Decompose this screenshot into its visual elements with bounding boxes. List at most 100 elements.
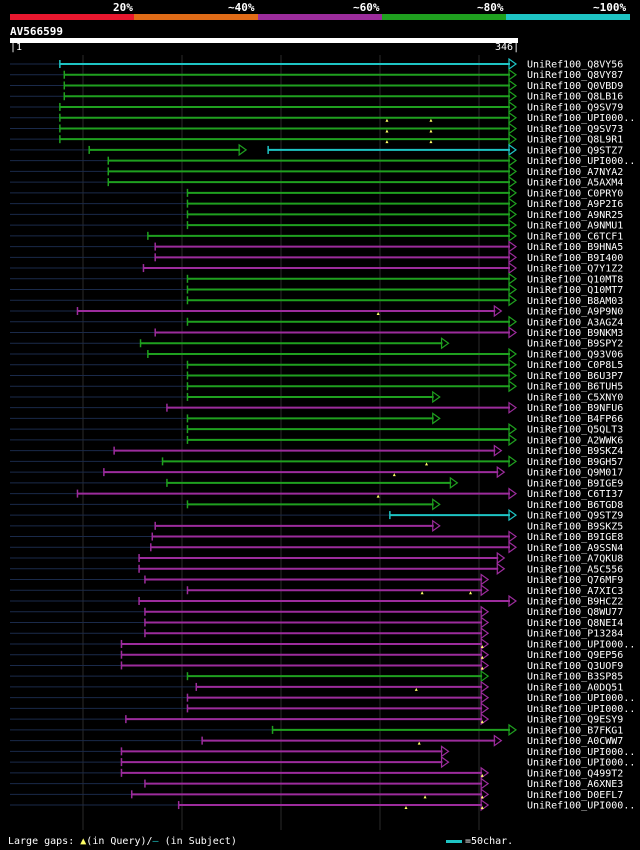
hit-label-4[interactable]: UniRef100_Q9SV79 [527,102,623,113]
query-gap-marker-55-0 [480,655,484,659]
hit-arrow-0 [508,57,518,71]
hit-label-13[interactable]: UniRef100_A9P2I6 [527,199,623,210]
hit-label-23[interactable]: UniRef100_A9P9N0 [527,307,623,318]
hit-label-12[interactable]: UniRef100_C0PRY0 [527,188,623,199]
hit-label-59[interactable]: UniRef100_UPI000.. [527,693,635,704]
hit-label-58[interactable]: UniRef100_A0DQ51 [527,682,623,693]
hit-label-40[interactable]: UniRef100_C6TI37 [527,489,623,500]
legend-swatch-60 [258,14,382,20]
hit-label-0[interactable]: UniRef100_Q8VY56 [527,60,623,71]
hit-label-27[interactable]: UniRef100_Q93V06 [527,349,623,360]
hit-label-32[interactable]: UniRef100_B9NFU6 [527,403,623,414]
hit-arrow-63 [493,734,503,747]
hit-label-24[interactable]: UniRef100_A3AGZ4 [527,317,623,328]
hit-label-47[interactable]: UniRef100_A5C556 [527,564,623,575]
query-gap-marker-6-0 [385,129,389,133]
hit-label-63[interactable]: UniRef100_A0CWW7 [527,736,623,747]
hit-label-1[interactable]: UniRef100_Q8VY87 [527,70,623,81]
hit-label-14[interactable]: UniRef100_A9NR25 [527,210,623,221]
hit-label-2[interactable]: UniRef100_Q0VBD9 [527,81,623,92]
hit-label-45[interactable]: UniRef100_A9SSN4 [527,543,623,554]
hit-arrow-22 [508,294,518,307]
hit-label-67[interactable]: UniRef100_A6XNE3 [527,779,623,790]
hit-label-37[interactable]: UniRef100_B9GH57 [527,457,623,468]
hit-arrow-59 [480,691,490,704]
scale-legend: =50char. [446,836,513,847]
hit-label-26[interactable]: UniRef100_B9SPY2 [527,339,623,350]
query-gap-marker-49-1 [469,591,473,595]
hit-arrow-40 [508,487,518,500]
hit-label-35[interactable]: UniRef100_A2WWK6 [527,435,623,446]
query-gap-marker-69-0 [404,806,408,810]
hit-label-66[interactable]: UniRef100_Q499T2 [527,768,623,779]
hit-label-41[interactable]: UniRef100_B6TGD8 [527,500,623,511]
hit-label-6[interactable]: UniRef100_Q9SV73 [527,124,623,135]
hit-arrow-51 [480,605,490,618]
hit-label-15[interactable]: UniRef100_A9NMU1 [527,221,623,232]
hit-label-57[interactable]: UniRef100_B3SP85 [527,672,623,683]
hit-label-8[interactable]: UniRef100_Q9STZ7 [527,145,623,156]
hit-label-10[interactable]: UniRef100_A7NYA2 [527,167,623,178]
hit-arrow-16 [508,229,518,243]
hit-arrow-60 [480,702,490,715]
hit-label-55[interactable]: UniRef100_Q9EP56 [527,650,623,661]
hit-label-46[interactable]: UniRef100_A7QKU8 [527,554,623,565]
hit-label-52[interactable]: UniRef100_Q8NEI4 [527,618,623,629]
hit-label-36[interactable]: UniRef100_B9SKZ4 [527,446,623,457]
hit-label-68[interactable]: UniRef100_D0EFL7 [527,790,623,801]
hit-label-29[interactable]: UniRef100_B6U3P7 [527,371,623,382]
hit-arrow-11 [508,175,518,189]
hit-label-19[interactable]: UniRef100_Q7Y1Z2 [527,264,623,275]
hit-label-65[interactable]: UniRef100_UPI000.. [527,758,635,769]
hit-arrow-8 [238,143,248,157]
hit-label-61[interactable]: UniRef100_Q9ESY9 [527,715,623,726]
hit-label-43[interactable]: UniRef100_B9SKZ5 [527,521,623,532]
hit-label-42[interactable]: UniRef100_Q9STZ9 [527,511,623,522]
hit-label-34[interactable]: UniRef100_Q5QLT3 [527,425,623,436]
hit-arrow-56 [480,659,490,672]
hit-arrow-25 [508,326,518,339]
hit-label-33[interactable]: UniRef100_B4FP66 [527,414,623,425]
hit-label-56[interactable]: UniRef100_Q3UOF9 [527,661,623,672]
hit-arrow-8-b [508,143,518,157]
hit-arrow-43 [432,519,441,532]
query-gap-marker-68-0 [423,795,427,799]
hit-label-69[interactable]: UniRef100_UPI000.. [527,801,635,812]
hit-label-31[interactable]: UniRef100_C5XNY0 [527,392,623,403]
hit-arrow-44 [508,530,518,543]
hit-label-48[interactable]: UniRef100_Q76MF9 [527,575,623,586]
hit-arrow-55 [480,648,490,661]
hit-label-11[interactable]: UniRef100_A5AXM4 [527,178,623,189]
hit-label-16[interactable]: UniRef100_C6TCF1 [527,231,623,242]
hit-label-38[interactable]: UniRef100_Q9M017 [527,468,623,479]
hit-label-3[interactable]: UniRef100_Q8LB16 [527,92,623,103]
hit-label-9[interactable]: UniRef100_UPI000.. [527,156,635,167]
hit-label-22[interactable]: UniRef100_B8AM03 [527,296,623,307]
hit-label-21[interactable]: UniRef100_Q10MT7 [527,285,623,296]
hit-label-60[interactable]: UniRef100_UPI000.. [527,704,635,715]
hit-label-30[interactable]: UniRef100_B6TUH5 [527,382,623,393]
hit-label-44[interactable]: UniRef100_B9IGE8 [527,532,623,543]
hit-label-5[interactable]: UniRef100_UPI000.. [527,113,635,124]
hit-arrow-66 [480,766,490,780]
hit-label-62[interactable]: UniRef100_B7FKG1 [527,725,623,736]
hit-label-20[interactable]: UniRef100_Q10MT8 [527,274,623,285]
hit-label-39[interactable]: UniRef100_B9IGE9 [527,478,623,489]
hit-label-17[interactable]: UniRef100_B9HNA5 [527,242,623,253]
hit-label-49[interactable]: UniRef100_A7XIC3 [527,586,623,597]
hit-label-51[interactable]: UniRef100_Q8WU77 [527,607,623,618]
hit-label-54[interactable]: UniRef100_UPI000.. [527,639,635,650]
legend-swatch-80 [382,14,506,20]
hit-label-50[interactable]: UniRef100_B9HCZ2 [527,597,623,608]
hit-label-28[interactable]: UniRef100_C0P8L5 [527,360,623,371]
hit-label-18[interactable]: UniRef100_B9I400 [527,253,623,264]
legend-label-20: 20% [113,1,133,14]
legend-swatch-100 [506,14,630,20]
hit-label-25[interactable]: UniRef100_B9NKM3 [527,328,623,339]
hit-arrow-48 [480,573,490,586]
hit-label-7[interactable]: UniRef100_Q8L9R1 [527,135,623,146]
query-gap-marker-7-1 [429,140,433,144]
hit-label-53[interactable]: UniRef100_P13284 [527,629,623,640]
hit-label-64[interactable]: UniRef100_UPI000.. [527,747,635,758]
